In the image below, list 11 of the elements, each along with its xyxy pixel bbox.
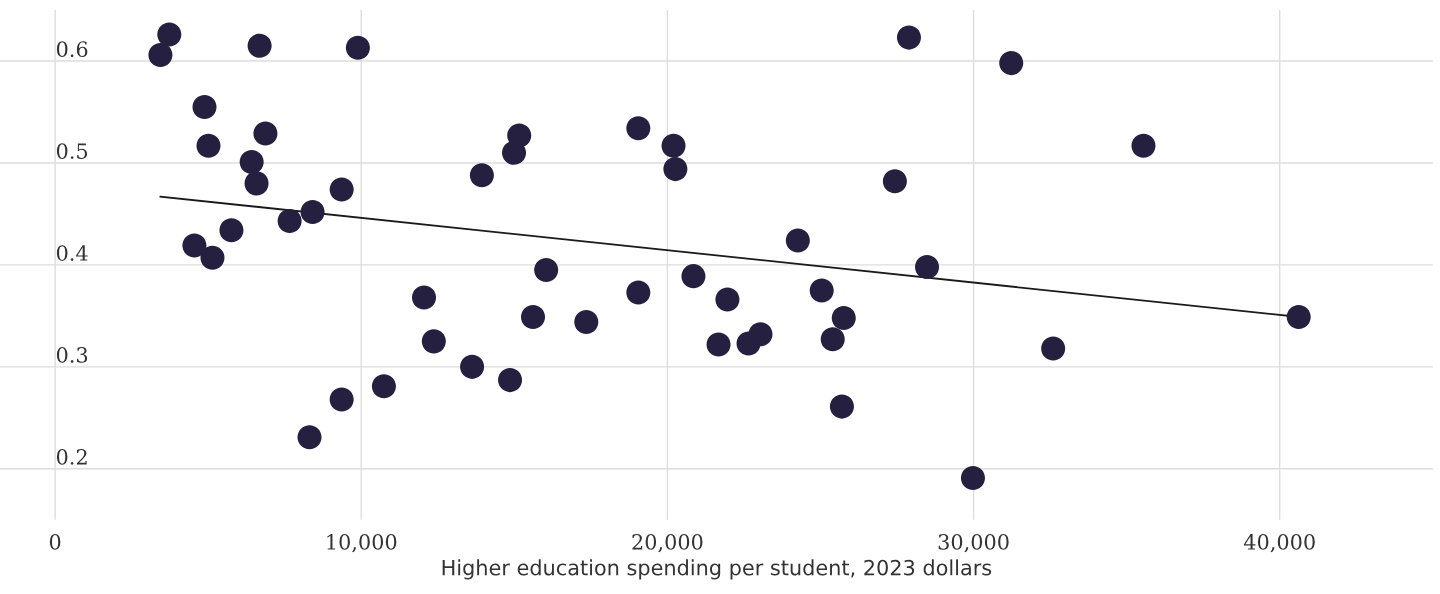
y-tick-label: 0.5	[56, 143, 88, 159]
y-tick-label: 0.6	[56, 41, 88, 58]
x-tick-label: 30,000	[938, 534, 1009, 553]
x-axis-title: Higher education spending per student, 2023 dollars	[442, 559, 992, 580]
y-tick-label: 0.4	[56, 245, 88, 261]
x-tick-label: 20,000	[632, 534, 703, 553]
y-tick-label: 0.2	[56, 448, 87, 465]
x-tick-label: 10,000	[327, 534, 397, 553]
x-tick-label: 0	[49, 534, 61, 550]
x-tick-label: 40,000	[1243, 534, 1315, 553]
y-tick-label: 0.3	[56, 347, 88, 363]
